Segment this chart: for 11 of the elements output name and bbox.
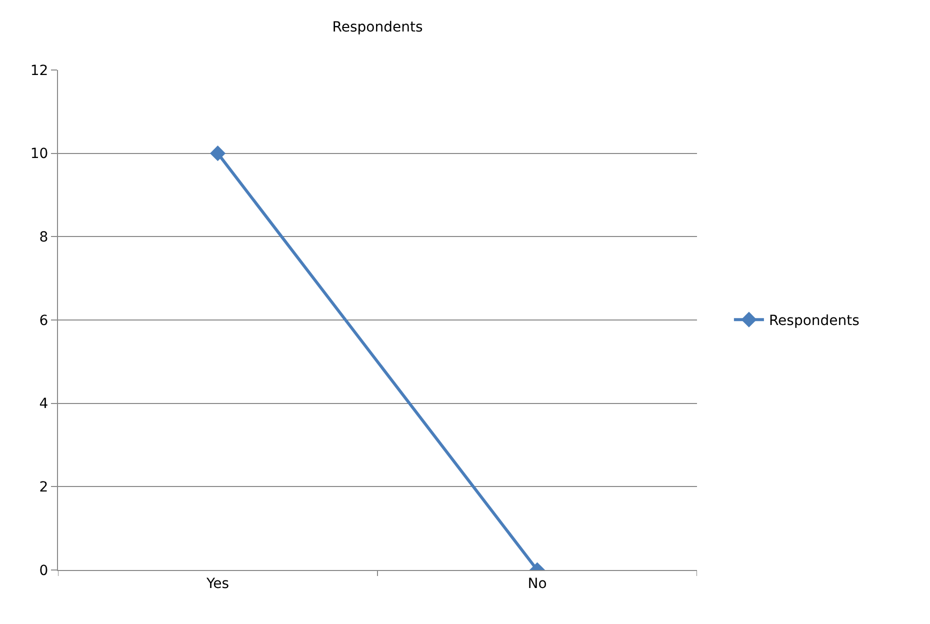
legend-label: Respondents [768, 313, 860, 330]
x-tick-label: Yes [205, 576, 230, 592]
y-tick-label: 0 [39, 562, 48, 579]
chart-title: Respondents [332, 20, 423, 36]
y-tick-label: 10 [30, 146, 48, 162]
y-tick-label: 8 [39, 230, 48, 246]
y-tick-label: 6 [39, 312, 48, 329]
y-tick-label: 12 [30, 62, 48, 79]
x-tick-label: No [528, 576, 547, 592]
y-tick-label: 4 [39, 396, 48, 412]
y-tick-label: 2 [39, 480, 48, 496]
